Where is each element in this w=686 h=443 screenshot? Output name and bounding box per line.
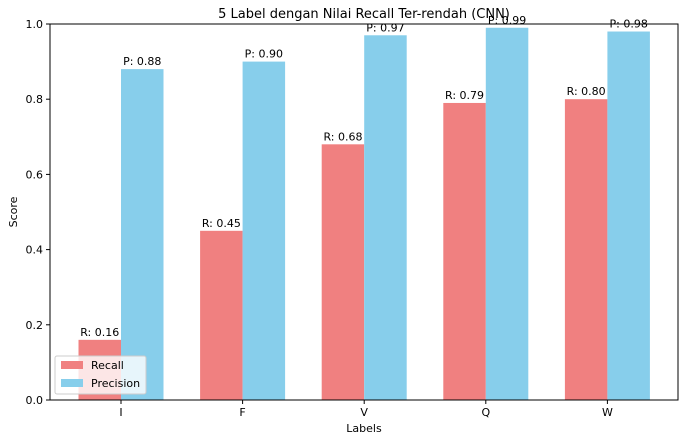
x-tick-label-Q: Q (481, 406, 490, 419)
bar-label-precision-Q: P: 0.99 (488, 14, 526, 27)
x-tick-label-V: V (360, 406, 368, 419)
y-tick-label: 0.4 (26, 244, 44, 257)
bar-label-recall-V: R: 0.68 (323, 130, 362, 143)
chart-title: 5 Label dengan Nilai Recall Ter-rendah (… (218, 7, 510, 22)
bar-precision-W (607, 31, 650, 401)
bar-precision-F (242, 61, 286, 400)
bar-label-recall-W: R: 0.80 (567, 85, 606, 98)
bar-recall-V (321, 144, 365, 400)
bar-label-recall-I: R: 0.16 (80, 326, 119, 339)
legend-label-recall: Recall (91, 359, 124, 372)
x-tick-label-W: W (602, 406, 613, 419)
bar-precision-Q (485, 27, 529, 400)
bar-precision-V (364, 35, 407, 400)
x-tick-label-F: F (239, 406, 245, 419)
bar-recall-F (200, 230, 243, 400)
legend: Recall Precision (54, 355, 147, 395)
bar-label-precision-V: P: 0.97 (366, 21, 404, 34)
bar-precision-I (121, 69, 164, 401)
bar-label-recall-F: R: 0.45 (202, 217, 241, 230)
bar-label-recall-Q: R: 0.79 (445, 89, 484, 102)
legend-label-precision: Precision (91, 377, 140, 390)
bars-layer (78, 27, 650, 401)
y-tick-label: 1.0 (26, 18, 44, 31)
y-tick-label: 0.8 (26, 93, 44, 106)
plot-frame (49, 23, 679, 401)
legend-swatch-recall (61, 361, 83, 369)
legend-swatch-precision (61, 379, 83, 387)
y-tick-label: 0.0 (26, 394, 44, 407)
ticks-layer: I F V Q W 0.0 0.2 0.4 0.6 0.8 1.0 (26, 18, 613, 419)
y-tick-label: 0.6 (26, 168, 44, 181)
x-tick-label-I: I (119, 406, 122, 419)
y-tick-label: 0.2 (26, 319, 44, 332)
bar-recall-Q (443, 102, 486, 401)
bar-recall-W (564, 99, 608, 400)
bar-label-precision-I: P: 0.88 (123, 55, 161, 68)
x-axis-label: Labels (346, 422, 382, 435)
bar-label-precision-F: P: 0.90 (245, 48, 283, 61)
y-axis-label: Score (7, 196, 20, 227)
